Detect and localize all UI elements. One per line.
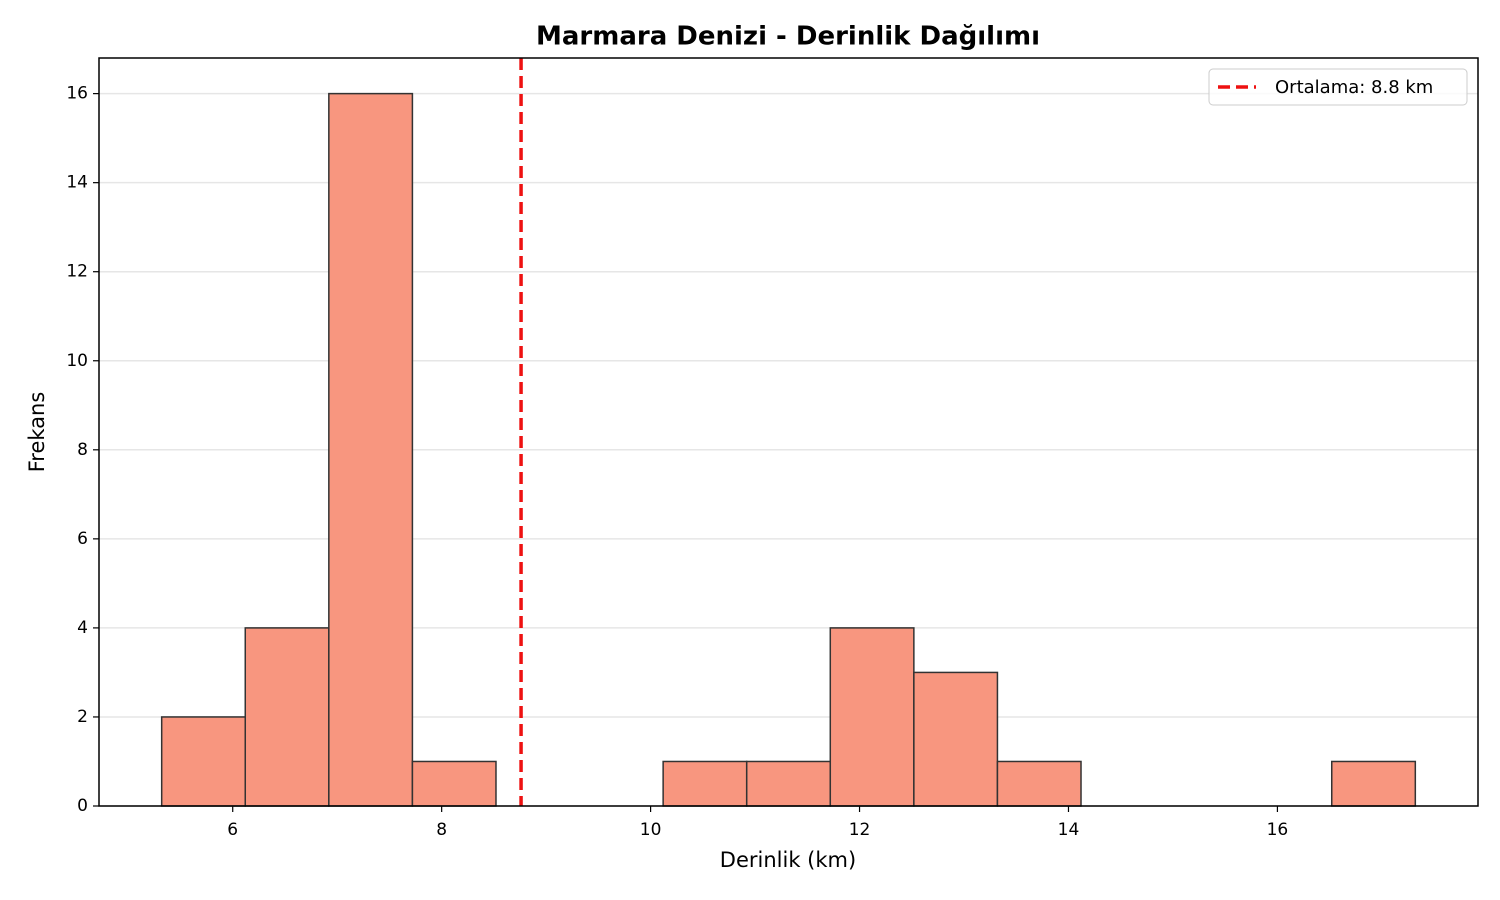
y-tick-label: 6 xyxy=(77,529,88,549)
y-tick-label: 12 xyxy=(66,262,88,282)
bar xyxy=(913,671,999,807)
y-axis-label: Frekans xyxy=(25,392,49,473)
bar xyxy=(745,760,832,807)
bar xyxy=(244,627,330,807)
x-tick-label: 10 xyxy=(640,820,662,840)
y-tick-label: 4 xyxy=(77,618,88,638)
y-tick-label: 10 xyxy=(66,351,88,371)
y-tick-label: 0 xyxy=(77,796,88,816)
bar xyxy=(411,760,497,807)
bar xyxy=(662,760,748,807)
x-tick-label: 12 xyxy=(849,820,871,840)
x-tick-label: 6 xyxy=(227,820,238,840)
x-tick-label: 16 xyxy=(1267,820,1289,840)
bar xyxy=(160,716,247,807)
y-tick-label: 8 xyxy=(77,440,88,460)
plot-frame xyxy=(98,57,1479,807)
x-tick-label: 14 xyxy=(1058,820,1080,840)
bar xyxy=(1330,760,1417,807)
x-axis-label: Derinlik (km) xyxy=(720,848,856,872)
y-tick-label: 16 xyxy=(66,84,88,104)
bar xyxy=(829,627,915,807)
chart-title: Marmara Denizi - Derinlik Dağılımı xyxy=(536,22,1040,52)
bar xyxy=(996,760,1082,807)
x-tick-label: 8 xyxy=(436,820,447,840)
y-tick-label: 14 xyxy=(66,173,88,193)
y-tick-label: 2 xyxy=(77,707,88,727)
bar xyxy=(328,92,414,807)
legend-box xyxy=(1208,68,1468,106)
legend-label: Ortalama: 8.8 km xyxy=(1275,77,1433,98)
